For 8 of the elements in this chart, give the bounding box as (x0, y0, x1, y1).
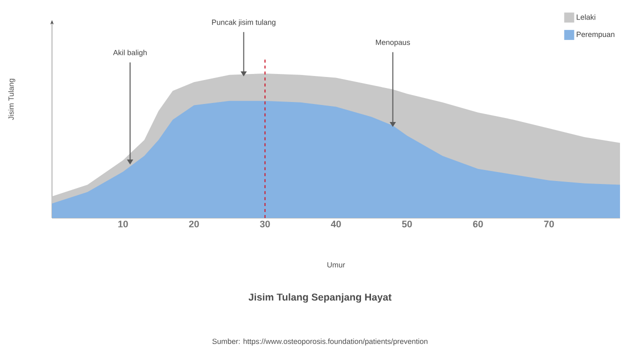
x-tick-label: 10 (118, 220, 128, 228)
x-tick-label: 60 (473, 220, 483, 228)
x-tick-label: 50 (402, 220, 412, 228)
x-tick-label: 30 (260, 220, 270, 228)
x-tick-label: 40 (330, 220, 341, 228)
x-tick-label: 70 (544, 220, 554, 228)
text: Jisim Tulang Sepanjang Hayat (248, 293, 392, 303)
x-tick-label: 20 (189, 220, 199, 228)
